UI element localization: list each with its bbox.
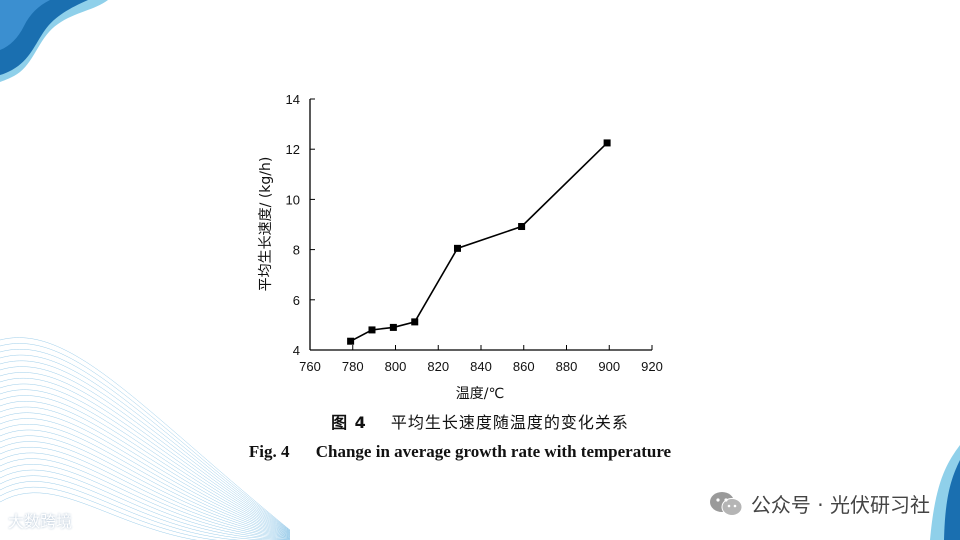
- y-tick-label: 8: [293, 243, 300, 258]
- series-layer: [347, 139, 611, 345]
- figure-number-cn: 图 4: [331, 413, 367, 432]
- x-tick-label: 800: [385, 359, 407, 374]
- wave-line: [0, 458, 290, 539]
- x-tick-label: 760: [299, 359, 321, 374]
- wave-line: [0, 406, 290, 536]
- wave-line: [0, 372, 290, 533]
- data-point-marker: [368, 326, 376, 334]
- wave-line: [0, 395, 290, 535]
- data-point-marker: [389, 323, 397, 331]
- wave-line: [0, 348, 290, 532]
- x-tick-label: 860: [513, 359, 535, 374]
- y-axis-ticks: 4 6 8 10 12 14: [286, 92, 315, 358]
- figure-title-cn: 平均生长速度随温度的变化关系: [390, 413, 629, 432]
- x-tick-label: 900: [598, 359, 620, 374]
- watermark-left-text: 大数跨境: [8, 512, 73, 531]
- figure-caption-english: Fig. 4 Change in average growth rate wit…: [0, 442, 920, 462]
- line-chart: 760 780 800 820 840 860 880 900 920 4 6 8 10 12 14 温度…: [258, 92, 663, 400]
- wave-line: [0, 389, 290, 534]
- watermark-left: 大数跨境: [8, 508, 72, 532]
- wave-line: [0, 360, 290, 532]
- x-tick-label: 820: [427, 359, 449, 374]
- wave-line: [0, 441, 290, 538]
- data-point-marker: [347, 337, 355, 345]
- wave-line: [0, 469, 290, 540]
- wave-decoration-bottom-right: [930, 445, 960, 540]
- wave-line: [0, 412, 290, 536]
- watermark-right: 公众号 · 光伏研习社: [709, 489, 930, 518]
- wave-line: [0, 424, 290, 537]
- wave-line: [0, 354, 290, 532]
- y-tick-label: 4: [293, 343, 300, 358]
- figure-number-en: Fig. 4: [248, 442, 290, 461]
- x-tick-label: 840: [470, 359, 492, 374]
- figure-caption-chinese: 图 4 平均生长速度随温度的变化关系: [0, 409, 960, 433]
- y-tick-label: 12: [286, 142, 300, 157]
- x-tick-label: 920: [641, 359, 663, 374]
- wechat-icon: [709, 491, 743, 516]
- data-point-marker: [453, 244, 461, 252]
- y-tick-label: 14: [286, 92, 300, 107]
- wave-line: [0, 343, 290, 531]
- watermark-right-text: 公众号 · 光伏研习社: [750, 493, 930, 517]
- x-tick-label: 780: [342, 359, 364, 374]
- data-point-marker: [411, 318, 419, 326]
- corner-decoration-top-left: [0, 0, 108, 82]
- y-tick-label: 6: [293, 293, 300, 308]
- wave-line: [0, 464, 290, 540]
- wave-line: [0, 486, 218, 540]
- data-point-marker: [518, 223, 526, 231]
- x-axis-label: 温度/℃: [456, 386, 504, 400]
- wave-line: [0, 429, 290, 537]
- wave-line: [0, 377, 290, 534]
- series-line: [350, 142, 608, 342]
- chart-axes: [309, 99, 652, 351]
- x-tick-label: 880: [556, 359, 578, 374]
- x-axis-ticks: 760 780 800 820 840 860 880 900 920: [299, 345, 663, 374]
- wave-line: [0, 401, 290, 535]
- data-point-marker: [603, 139, 611, 147]
- wave-line: [0, 475, 290, 540]
- wave-line: [0, 435, 290, 538]
- wave-line: [0, 337, 290, 531]
- wave-line: [0, 366, 290, 533]
- wave-line: [0, 418, 290, 536]
- wave-decoration-bottom-left: [0, 337, 290, 540]
- wave-line: [0, 452, 290, 539]
- y-tick-label: 10: [286, 192, 300, 207]
- y-axis-label: 平均生长速度/ (kg/h): [258, 157, 274, 292]
- wave-line: [0, 383, 290, 534]
- figure-title-en: Change in average growth rate with tempe…: [315, 442, 672, 461]
- wave-line: [0, 446, 290, 538]
- wave-line: [0, 492, 198, 540]
